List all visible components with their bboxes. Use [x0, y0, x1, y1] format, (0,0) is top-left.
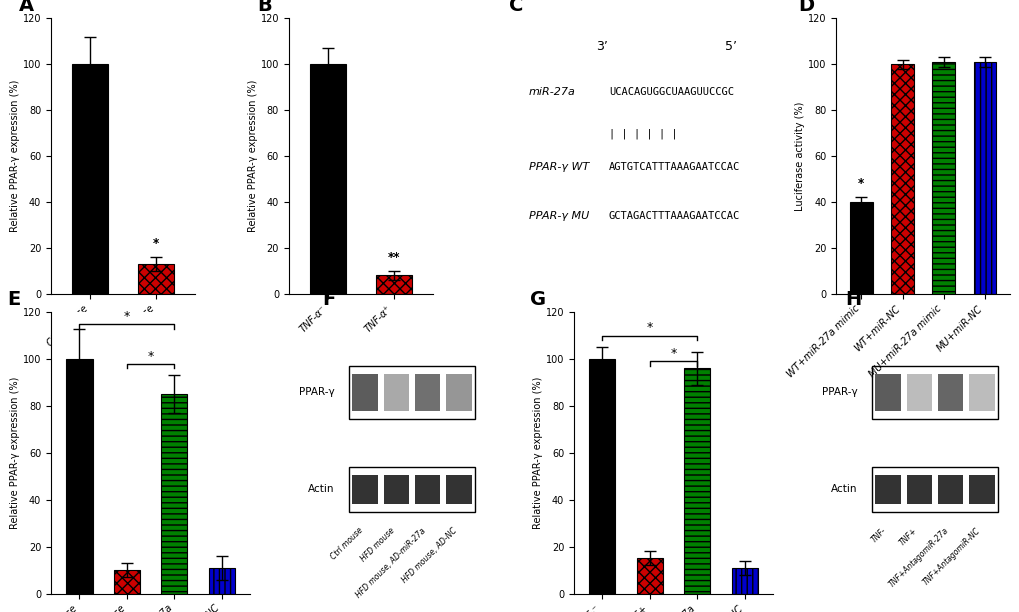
- Text: 5’: 5’: [723, 40, 736, 53]
- Bar: [114, 570, 140, 594]
- Text: miR-27a: miR-27a: [528, 88, 575, 97]
- Y-axis label: Relative PPAR-γ expression (%): Relative PPAR-γ expression (%): [248, 80, 258, 232]
- Text: HFD mouse, AD-NC: HFD mouse, AD-NC: [400, 526, 459, 584]
- Bar: [906, 374, 931, 411]
- Text: E: E: [7, 289, 20, 308]
- Bar: [383, 476, 409, 504]
- Bar: [348, 365, 475, 419]
- Bar: [209, 568, 234, 594]
- Bar: [891, 64, 913, 294]
- Bar: [968, 476, 994, 504]
- Bar: [871, 467, 997, 512]
- Text: B: B: [257, 0, 271, 15]
- Bar: [871, 365, 997, 419]
- Text: H: H: [845, 289, 861, 308]
- Text: AGTGTCATTTAAAGAATCCAC: AGTGTCATTTAAAGAATCCAC: [608, 162, 740, 171]
- Y-axis label: Relative PPAR-γ expression (%): Relative PPAR-γ expression (%): [10, 377, 20, 529]
- Text: | | | | | |: | | | | | |: [608, 129, 677, 139]
- Text: TNF-: TNF-: [868, 526, 888, 545]
- Y-axis label: Relative PPAR-γ expression (%): Relative PPAR-γ expression (%): [533, 377, 542, 529]
- Text: HFD mouse: HFD mouse: [359, 526, 396, 564]
- Text: *: *: [148, 349, 154, 362]
- Bar: [636, 558, 662, 594]
- Bar: [906, 476, 931, 504]
- Text: GCTAGACTTTAAAGAATCCAC: GCTAGACTTTAAAGAATCCAC: [608, 211, 740, 221]
- Text: HFD mouse, AD-miR-27a: HFD mouse, AD-miR-27a: [355, 526, 427, 599]
- Bar: [684, 368, 709, 594]
- Text: UCACAGUGGCUAAGUUCCGC: UCACAGUGGCUAAGUUCCGC: [608, 88, 733, 97]
- Bar: [66, 359, 93, 594]
- Bar: [352, 374, 377, 411]
- Text: **: **: [387, 251, 399, 264]
- Bar: [931, 62, 954, 294]
- Bar: [383, 374, 409, 411]
- Bar: [72, 64, 108, 294]
- Bar: [348, 467, 475, 512]
- Bar: [446, 476, 472, 504]
- Text: **: **: [387, 251, 399, 264]
- Text: TNF+: TNF+: [897, 526, 918, 547]
- Text: TNF+AntagomiR-NC: TNF+AntagomiR-NC: [920, 526, 981, 587]
- Bar: [415, 476, 440, 504]
- Bar: [310, 64, 345, 294]
- Text: *: *: [646, 321, 652, 334]
- Text: *: *: [669, 347, 676, 360]
- Bar: [589, 359, 614, 594]
- Text: PPAR-γ WT: PPAR-γ WT: [528, 162, 588, 171]
- Y-axis label: Relative PPAR-γ expression (%): Relative PPAR-γ expression (%): [10, 80, 20, 232]
- Bar: [968, 374, 994, 411]
- Text: PPAR-γ MU: PPAR-γ MU: [528, 211, 588, 221]
- Text: TNF+AntagomiR-27a: TNF+AntagomiR-27a: [887, 526, 950, 589]
- Bar: [446, 374, 472, 411]
- Bar: [973, 62, 996, 294]
- Text: F: F: [322, 289, 335, 308]
- Bar: [138, 264, 174, 294]
- Text: PPAR-γ: PPAR-γ: [299, 387, 334, 397]
- Text: *: *: [857, 177, 863, 190]
- Bar: [874, 374, 900, 411]
- Text: G: G: [530, 289, 546, 308]
- Bar: [352, 476, 377, 504]
- Text: A: A: [19, 0, 35, 15]
- Text: Ctrl mouse: Ctrl mouse: [329, 526, 365, 562]
- Bar: [937, 476, 963, 504]
- Text: D: D: [798, 0, 814, 15]
- Bar: [731, 568, 757, 594]
- Text: *: *: [153, 237, 159, 250]
- Text: 3’: 3’: [595, 40, 607, 53]
- Text: PPAR-γ: PPAR-γ: [821, 387, 857, 397]
- Bar: [161, 394, 187, 594]
- Text: Actin: Actin: [308, 485, 334, 494]
- Bar: [849, 202, 871, 294]
- Text: Actin: Actin: [830, 485, 857, 494]
- Bar: [375, 275, 412, 294]
- Bar: [937, 374, 963, 411]
- Bar: [874, 476, 900, 504]
- Y-axis label: Luciferase activity (%): Luciferase activity (%): [795, 102, 805, 211]
- Text: C: C: [508, 0, 523, 15]
- Bar: [415, 374, 440, 411]
- Text: *: *: [153, 237, 159, 250]
- Text: *: *: [123, 310, 129, 323]
- Text: *: *: [857, 177, 863, 190]
